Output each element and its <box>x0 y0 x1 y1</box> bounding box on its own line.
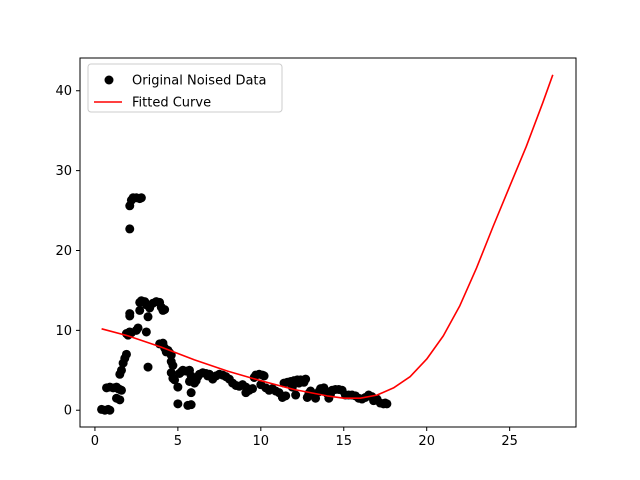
data-point <box>173 399 183 409</box>
y-tick-label: 30 <box>55 164 72 179</box>
data-point <box>173 382 183 392</box>
data-point <box>143 312 153 322</box>
data-point <box>241 388 251 398</box>
data-point <box>259 371 269 381</box>
y-tick-label: 20 <box>55 244 72 259</box>
fitted-curve-line <box>101 74 554 400</box>
axes-frame <box>79 57 577 428</box>
data-point <box>135 305 145 315</box>
data-point <box>136 193 146 203</box>
data-point <box>133 323 143 333</box>
data-point <box>160 305 170 315</box>
data-point <box>291 390 301 400</box>
legend: Original Noised Data Fitted Curve <box>87 63 283 113</box>
data-point <box>168 361 178 370</box>
data-point <box>115 395 125 405</box>
y-tick-label: 0 <box>64 404 72 419</box>
x-tick-label: 15 <box>335 434 352 449</box>
data-point <box>170 375 180 385</box>
data-point <box>121 349 131 359</box>
legend-label: Original Noised Data <box>132 74 267 89</box>
data-point <box>176 367 186 377</box>
x-tick-label: 0 <box>91 434 99 449</box>
legend-label: Fitted Curve <box>132 96 211 111</box>
data-point <box>143 362 153 372</box>
x-tick-label: 5 <box>174 434 182 449</box>
x-tick-label: 10 <box>253 434 270 449</box>
data-point <box>281 391 291 401</box>
data-point <box>203 371 213 381</box>
data-point <box>116 365 126 375</box>
x-tick-label: 25 <box>501 434 518 449</box>
data-point <box>382 399 392 409</box>
data-point <box>186 388 196 398</box>
data-point <box>125 309 135 319</box>
x-tick-label: 20 <box>418 434 435 449</box>
data-point <box>105 405 115 415</box>
data-point <box>301 374 311 384</box>
data-point <box>125 224 135 234</box>
data-point <box>248 384 258 394</box>
legend-marker-scatter <box>104 75 114 85</box>
plot-area <box>97 74 554 415</box>
axis-ticks: 0 5 10 15 20 25 0 10 20 30 40 <box>55 84 517 449</box>
data-point <box>186 400 196 410</box>
y-tick-label: 10 <box>55 324 72 339</box>
data-point <box>116 385 126 395</box>
legend-box <box>87 63 283 113</box>
data-point <box>141 327 151 337</box>
y-tick-label: 40 <box>55 84 72 99</box>
